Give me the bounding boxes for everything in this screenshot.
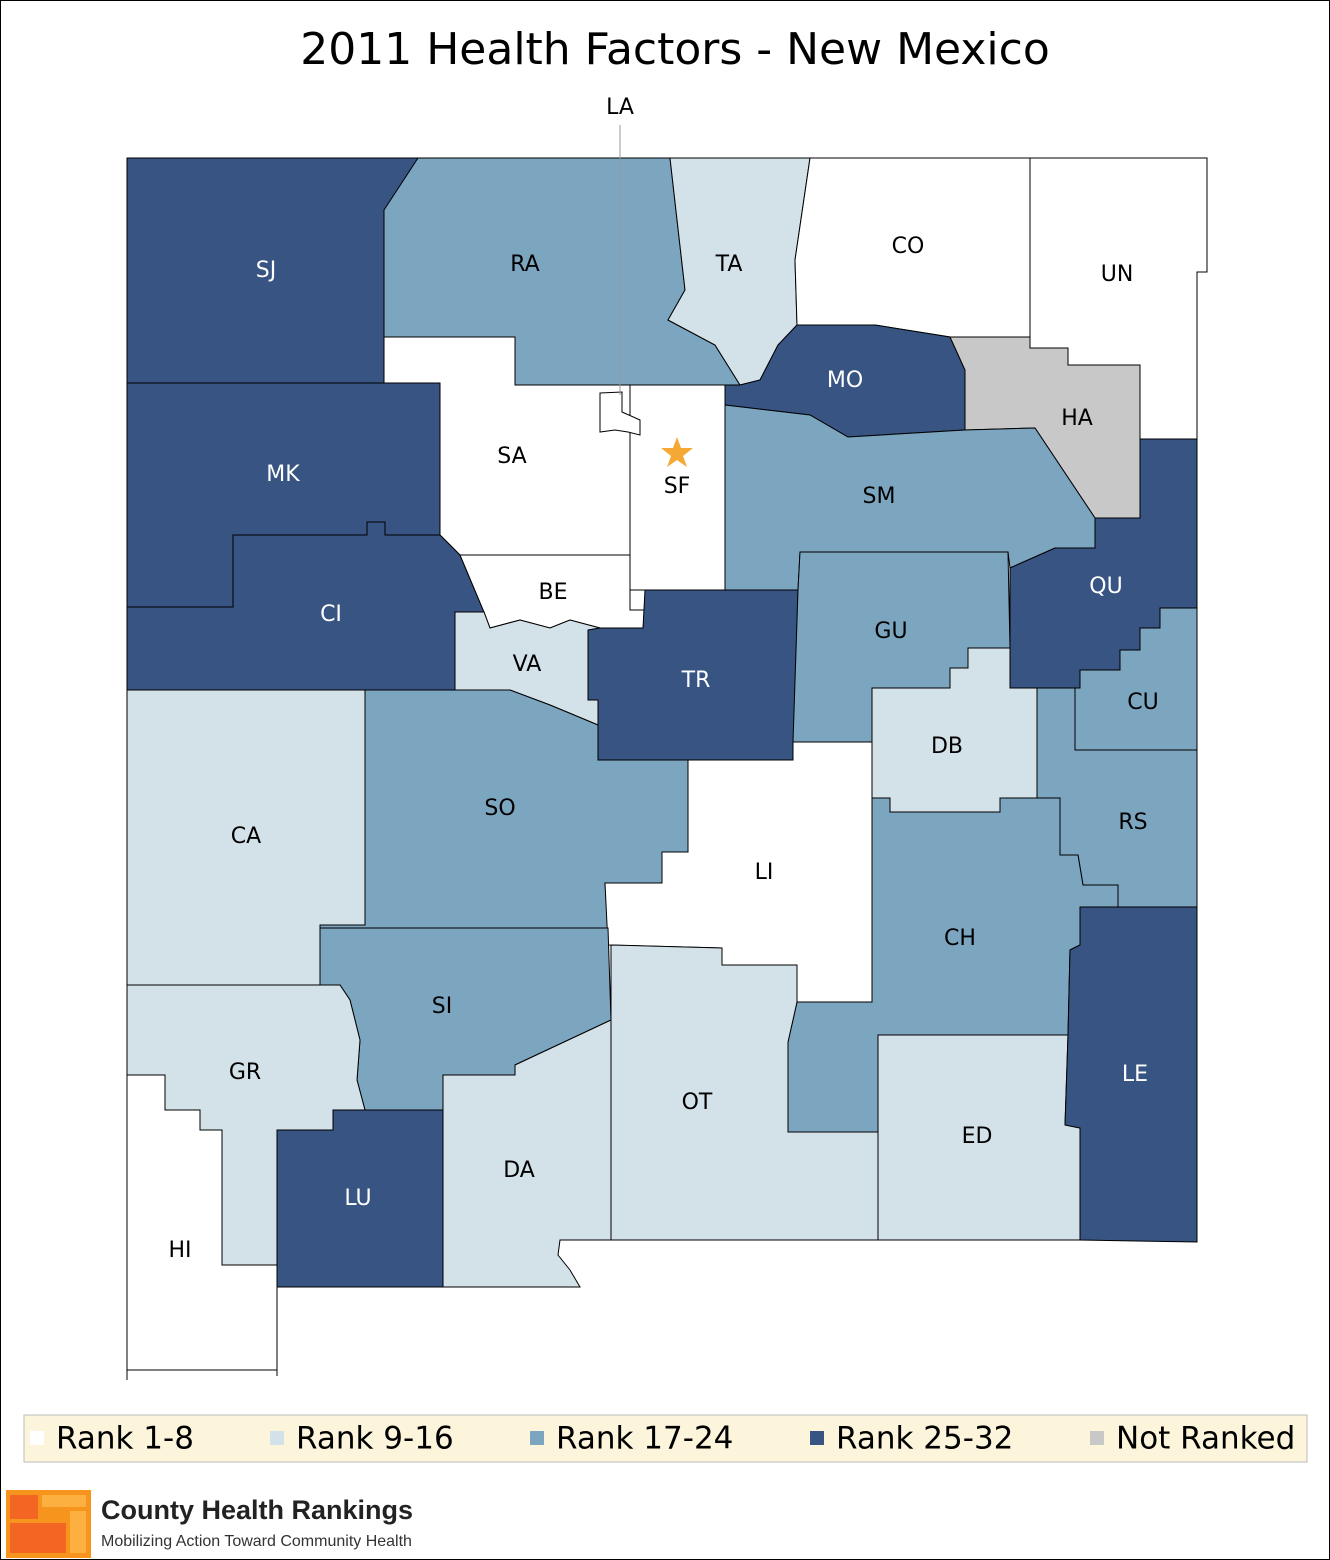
county-label: CO	[892, 234, 925, 259]
county-label: QU	[1089, 574, 1122, 599]
logo-name: County Health Rankings	[101, 1495, 413, 1525]
logo-mark	[42, 1495, 86, 1507]
county-label: MK	[266, 462, 300, 487]
county-label: TR	[681, 668, 711, 693]
logo: County Health Rankings Mobilizing Action…	[6, 1490, 413, 1558]
county-label: OT	[682, 1090, 713, 1115]
county-label: UN	[1101, 262, 1134, 287]
county	[442, 1019, 612, 1288]
county-label: SJ	[256, 258, 276, 283]
legend-label: Rank 17-24	[556, 1421, 733, 1457]
legend-label: Not Ranked	[1116, 1421, 1295, 1457]
title: 2011 Health Factors - New Mexico	[300, 24, 1049, 75]
county-label: SA	[497, 444, 526, 469]
logo-mark	[10, 1495, 38, 1519]
county	[599, 391, 641, 436]
county-label: GU	[874, 619, 907, 644]
county-label: DB	[931, 734, 963, 759]
county-label: SM	[863, 484, 896, 509]
county-label: VA	[513, 652, 542, 677]
county-label: CH	[944, 926, 976, 951]
county-label: HI	[168, 1238, 191, 1263]
county-label: SI	[432, 994, 452, 1019]
legend-label: Rank 1-8	[56, 1421, 194, 1457]
county-label: CI	[320, 602, 342, 627]
county-label: LI	[755, 860, 774, 885]
county-label: RA	[510, 252, 539, 277]
county-label: LE	[1122, 1062, 1148, 1087]
legend: Rank 1-8 Rank 9-16 Rank 17-24 Rank 25-32 Not…	[30, 1421, 1295, 1457]
county-label: GR	[229, 1060, 261, 1085]
county-label: HA	[1061, 406, 1093, 431]
legend-swatch	[530, 1431, 544, 1445]
legend-swatch	[810, 1431, 824, 1445]
logo-mark	[10, 1523, 66, 1553]
county-label: BE	[539, 580, 568, 605]
county-label: RS	[1118, 810, 1147, 835]
county-label: ED	[962, 1124, 993, 1149]
county-label: CA	[231, 824, 261, 849]
logo-mark	[70, 1511, 86, 1553]
county	[1064, 906, 1198, 1243]
map: SJ RA TA CO UN MO HA SA SF SM MK CI BE VA TR GU QU CU DB RS…	[126, 95, 1208, 1371]
county	[610, 944, 879, 1241]
county-label: LU	[344, 1186, 371, 1211]
legend-swatch	[270, 1431, 284, 1445]
legend-swatch	[1090, 1431, 1104, 1445]
county-label: SF	[664, 474, 691, 499]
legend-swatch	[30, 1431, 44, 1445]
county-label: LA	[606, 95, 634, 120]
logo-tagline: Mobilizing Action Toward Community Healt…	[101, 1533, 412, 1550]
county-label: SO	[484, 796, 515, 821]
capital-star	[661, 437, 693, 467]
county-label: TA	[715, 252, 743, 277]
legend-label: Rank 25-32	[836, 1421, 1013, 1457]
county-label: CU	[1127, 690, 1158, 715]
county	[126, 1074, 278, 1371]
county-label: DA	[503, 1158, 535, 1183]
county-label: MO	[827, 368, 863, 393]
legend-label: Rank 9-16	[296, 1421, 454, 1457]
